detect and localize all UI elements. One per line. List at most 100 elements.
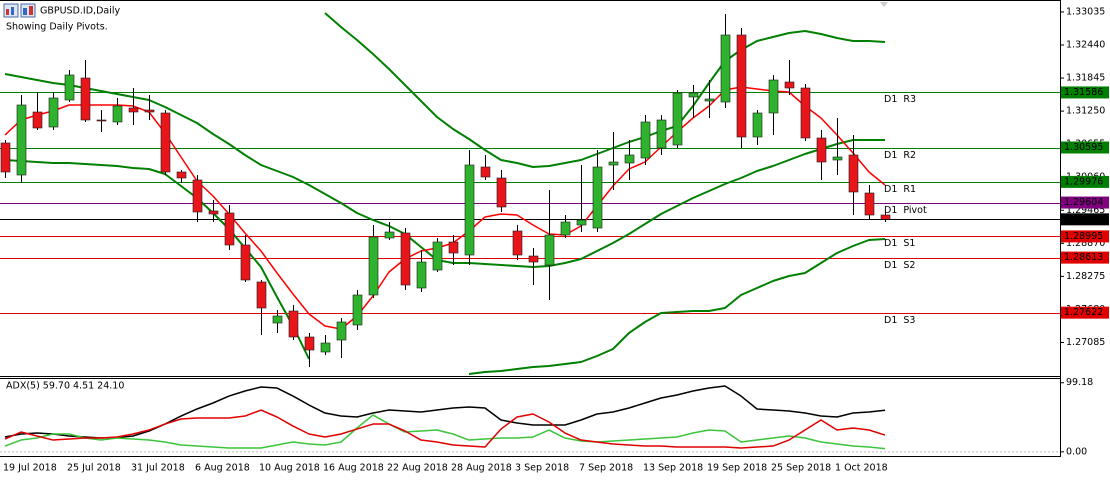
- y-tick-label: 1.27085: [1066, 337, 1105, 348]
- level-price-box: [1061, 86, 1109, 99]
- level-price-box: [1061, 175, 1109, 188]
- indicator-line: [4, 159, 886, 375]
- indicator-line: [324, 12, 886, 168]
- pivot-label: D1 R2: [884, 150, 916, 161]
- pivot-label: D1 Pivot: [884, 205, 927, 216]
- symbol-icons: [3, 3, 36, 18]
- level-price-box: [1061, 196, 1109, 209]
- y-tick-label: 1.29465: [1066, 205, 1105, 216]
- candle-body: [128, 107, 139, 113]
- x-tick-label: 7 Sep 2018: [579, 463, 633, 474]
- candle-body: [80, 77, 91, 121]
- indicator-line: [4, 414, 886, 450]
- x-tick-label: 25 Jul 2018: [67, 463, 121, 474]
- x-tick-label: 28 Aug 2018: [451, 463, 512, 474]
- candle-body: [144, 109, 155, 113]
- pivot-label: D1 S3: [884, 315, 915, 326]
- x-tick-label: 19 Sep 2018: [707, 463, 767, 474]
- candle-body: [720, 34, 731, 103]
- y-tick-label: 1.31250: [1066, 106, 1105, 117]
- candle-body: [624, 154, 635, 164]
- candle-body: [592, 166, 603, 229]
- candle-body: [496, 177, 507, 208]
- candle-body: [784, 81, 795, 89]
- candle-body: [256, 281, 267, 309]
- candle-body: [240, 244, 251, 281]
- candle-body: [864, 192, 875, 216]
- y-tick-label: 0.00: [1066, 446, 1087, 457]
- level-price-label: 1.30595: [1064, 142, 1103, 153]
- icon: [29, 6, 33, 15]
- candle-body: [656, 119, 667, 149]
- candle-body: [288, 310, 299, 338]
- candle-body: [320, 342, 331, 353]
- candle-body: [208, 210, 219, 215]
- indicator-label: ADX(5) 59.70 4.51 24.10: [6, 381, 124, 392]
- candle-body: [640, 121, 651, 159]
- level-price-label: 1.31586: [1064, 87, 1103, 98]
- candle-body: [192, 179, 203, 213]
- pivot-label: D1 S1: [884, 238, 915, 249]
- candle-body: [48, 97, 59, 128]
- candle-body: [224, 212, 235, 246]
- chart-title: GBPUSD.ID,Daily: [40, 6, 120, 17]
- candle-body: [352, 294, 363, 326]
- indicator-line: [4, 73, 885, 268]
- y-tick-label: 1.31845: [1066, 73, 1105, 84]
- level-price-label: 1.28613: [1064, 252, 1103, 263]
- level-price-label: 1.27622: [1064, 307, 1103, 318]
- candle-body: [736, 34, 747, 138]
- candle-body: [112, 105, 123, 123]
- candle-body: [304, 336, 315, 351]
- y-tick-label: 1.33035: [1066, 6, 1105, 17]
- candle-body: [816, 137, 827, 163]
- candle-body: [448, 241, 459, 254]
- candle-body: [768, 79, 779, 114]
- candle-body: [528, 255, 539, 263]
- indicator-line: [4, 409, 886, 449]
- chart-subtitle: Showing Daily Pivots.: [6, 22, 108, 33]
- x-tick-label: 10 Aug 2018: [259, 463, 320, 474]
- frame: [0, 0, 1061, 457]
- candle-body: [560, 221, 571, 236]
- candle-body: [16, 104, 27, 176]
- candle-body: [416, 261, 427, 289]
- y-tick-label: 99.18: [1066, 377, 1093, 388]
- candle-body: [480, 166, 491, 178]
- candle-body: [800, 87, 811, 139]
- x-tick-label: 6 Aug 2018: [195, 463, 250, 474]
- candle-body: [400, 232, 411, 286]
- candle-body: [672, 92, 683, 146]
- x-tick-label: 13 Sep 2018: [643, 463, 703, 474]
- level-price-box: [1061, 251, 1109, 264]
- x-tick-label: 25 Sep 2018: [771, 463, 831, 474]
- level-price-label: 1.29604: [1064, 197, 1103, 208]
- x-tick-label: 31 Jul 2018: [131, 463, 185, 474]
- x-tick-label: 16 Aug 2018: [323, 463, 384, 474]
- x-tick-label: 3 Sep 2018: [515, 463, 569, 474]
- x-tick-label: 19 Jul 2018: [3, 463, 57, 474]
- pivot-label: D1 S2: [884, 260, 915, 271]
- level-price-box: [1061, 141, 1109, 154]
- y-tick-label: 1.32440: [1066, 40, 1105, 51]
- y-tick-label: 1.28275: [1066, 271, 1105, 282]
- candle-body: [176, 171, 187, 179]
- level-price-label: 1.28995: [1064, 231, 1103, 242]
- candle-body: [752, 112, 763, 138]
- last-price-box: [1061, 213, 1109, 226]
- last-price-label: 1.29302: [1064, 214, 1103, 225]
- candle-body: [704, 98, 715, 102]
- candle-body: [464, 164, 475, 256]
- candle-body: [848, 154, 859, 193]
- scroll-marker: [880, 2, 888, 7]
- level-price-box: [1061, 230, 1109, 243]
- level-price-label: 1.29976: [1064, 176, 1103, 187]
- candle-body: [688, 92, 699, 98]
- x-tick-label: 1 Oct 2018: [835, 463, 888, 474]
- candle-body: [432, 241, 443, 271]
- candle-body: [160, 112, 171, 173]
- candle-body: [880, 214, 891, 220]
